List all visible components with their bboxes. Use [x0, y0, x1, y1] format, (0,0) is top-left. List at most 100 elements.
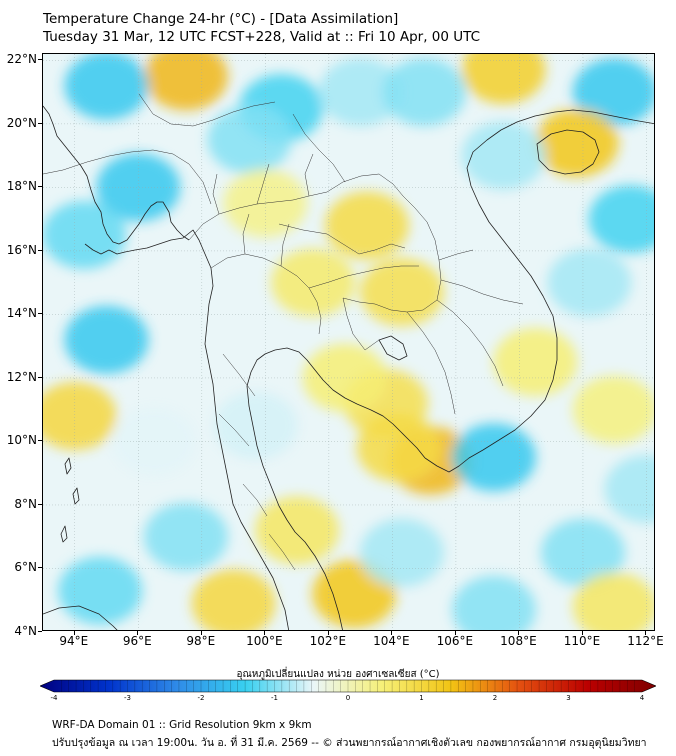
field-blob [324, 191, 409, 260]
field-blob [604, 455, 654, 524]
colorbar-tick-label: 4 [639, 694, 645, 702]
map-title: Temperature Change 24-hr (°C) - [Data As… [43, 11, 399, 27]
field-blob [207, 105, 292, 174]
colorbar-tick-label: -2 [197, 694, 205, 702]
lat-tick-mark [38, 313, 42, 315]
colorbar-minor-ticks [61, 680, 635, 692]
lon-tick-label: 108°E [500, 634, 537, 648]
lat-tick-label: 16°N [6, 242, 37, 257]
field-blob [452, 575, 537, 630]
colorbar-tick-label: -4 [50, 694, 58, 702]
coastline-andaman [204, 267, 290, 630]
footer-update-info: ปรับปรุงข้อมูล ณ เวลา 19:00น. วัน อ. ที่… [52, 737, 647, 749]
footer-model-info: WRF-DA Domain 01 :: Grid Resolution 9km … [52, 719, 312, 731]
field-blob [318, 58, 403, 127]
lat-tick-mark [38, 122, 42, 124]
lon-tick-mark [518, 631, 520, 635]
field-blob [572, 375, 654, 444]
lon-tick-mark [200, 631, 202, 635]
field-blob [461, 121, 546, 190]
lon-tick-label: 106°E [436, 634, 474, 648]
field-blob [461, 54, 546, 104]
lon-tick-label: 112°E [627, 634, 664, 648]
field-blob [270, 248, 355, 317]
field-blob [58, 556, 143, 625]
field-blob [452, 423, 537, 492]
field-blob [572, 572, 654, 630]
field-blob [255, 496, 340, 565]
lat-tick-label: 8°N [14, 496, 37, 511]
lon-tick-label: 96°E [122, 634, 152, 648]
lat-tick-label: 14°N [6, 306, 37, 321]
field-blob [143, 502, 228, 571]
field-blob [191, 569, 276, 630]
lon-tick-mark [454, 631, 456, 635]
field-blob [493, 328, 578, 397]
coastline-gulf-west [246, 349, 343, 630]
field-blob [356, 413, 441, 482]
field-blob [96, 153, 181, 222]
field-blob [359, 258, 444, 327]
lat-tick-label: 6°N [14, 560, 37, 575]
lat-tick-mark [38, 503, 42, 505]
lon-tick-label: 110°E [563, 634, 601, 648]
colorbar-title: อุณหภูมิเปลี่ยนแปลง หน่วย องศาเซลเซียส (… [236, 669, 440, 680]
coastline-sumatra [43, 605, 118, 630]
lat-tick-mark [38, 249, 42, 251]
lon-tick-label: 104°E [373, 634, 410, 648]
lon-tick-label: 100°E [246, 634, 283, 648]
lon-tick-mark [137, 631, 139, 635]
coastline-gulf-east [274, 347, 426, 459]
lat-tick-label: 18°N [6, 179, 37, 194]
lon-tick-mark [391, 631, 393, 635]
lon-tick-label: 102°E [309, 634, 347, 648]
lake-tonle-sap [378, 335, 408, 361]
map-subtitle: Tuesday 31 Mar, 12 UTC FCST+228, Valid a… [43, 29, 481, 45]
field-blob [43, 201, 127, 270]
lon-tick-label: 98°E [186, 634, 216, 648]
temperature-field [43, 54, 654, 630]
field-blob [64, 54, 149, 120]
lat-tick-label: 20°N [6, 115, 37, 130]
lat-tick-mark [38, 59, 42, 61]
coastlines [43, 105, 654, 630]
field-blob [213, 391, 298, 460]
field-blob [572, 58, 654, 127]
lon-tick-mark [264, 631, 266, 635]
field-blob [359, 518, 444, 587]
field-blob [534, 108, 619, 177]
field-blob [302, 343, 387, 412]
field-blob [547, 248, 632, 317]
coastline-irrawaddy-delta [84, 229, 212, 269]
lon-tick-mark [581, 631, 583, 635]
lat-tick-label: 4°N [14, 624, 37, 638]
colorbar-tick-label: 2 [492, 694, 498, 702]
lat-tick-label: 12°N [6, 369, 37, 384]
lat-tick-mark [38, 440, 42, 442]
colorbar-tick-label: -1 [271, 694, 278, 702]
temperature-map [43, 54, 654, 630]
colorbar-tick-label: 3 [566, 694, 571, 702]
lat-tick-mark [38, 186, 42, 188]
lon-tick-label: 94°E [59, 634, 89, 648]
coastline-myanmar-west [43, 105, 190, 245]
andaman-islands [60, 457, 80, 543]
lon-tick-mark [327, 631, 329, 635]
lat-tick-mark [38, 567, 42, 569]
map-frame [42, 53, 655, 631]
map-gridlines [43, 54, 654, 630]
field-blob [588, 185, 654, 254]
colorbar-tick-label: 0 [345, 694, 351, 702]
lon-tick-mark [645, 631, 647, 635]
colorbar-tick-label: -3 [124, 694, 131, 702]
colorbar [40, 679, 656, 693]
lat-tick-label: 22°N [6, 52, 37, 67]
province-borders [43, 93, 524, 571]
lat-tick-label: 10°N [6, 433, 37, 448]
coastline-vietnam [424, 109, 654, 473]
coastline-hainan [536, 129, 600, 175]
field-blob [43, 382, 117, 451]
field-blob [64, 305, 149, 374]
colorbar-tick-label: 1 [419, 694, 424, 702]
lat-tick-mark [38, 376, 42, 378]
